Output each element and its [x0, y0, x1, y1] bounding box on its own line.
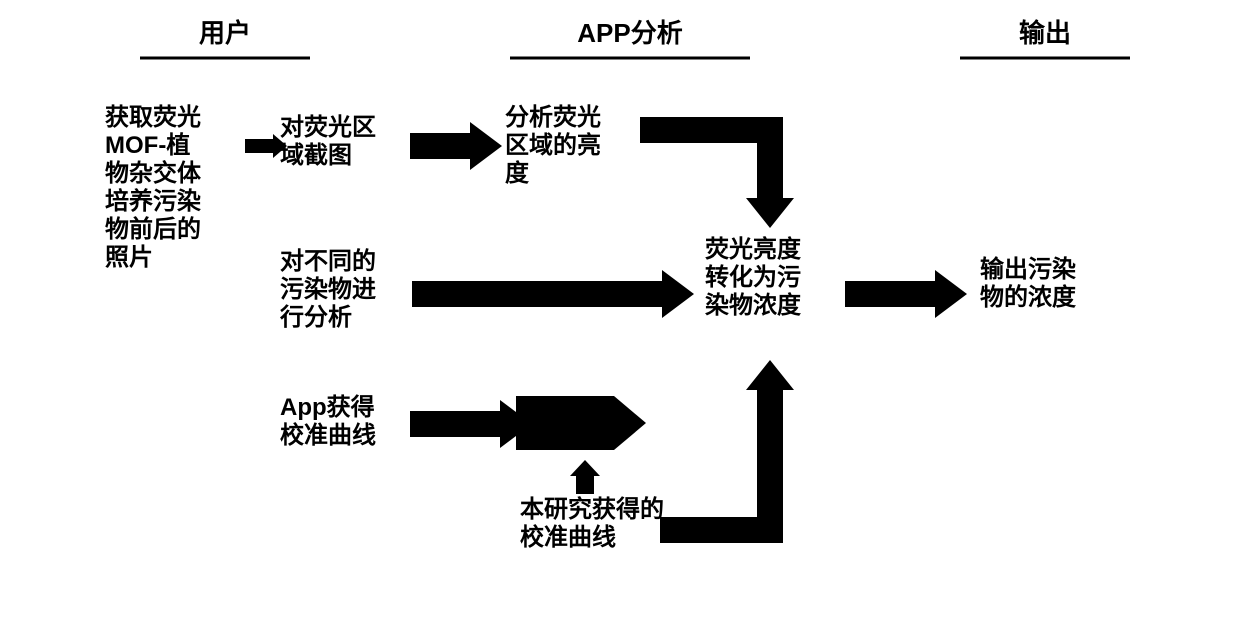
arrow-a7 [660, 360, 794, 543]
node-n3: 对不同的污染物进行分析 [279, 247, 376, 331]
header-app: APP分析 [577, 18, 682, 48]
arrow-a5 [412, 270, 694, 318]
node-n6-line-0: 荧光亮度 [705, 235, 802, 263]
arrow-a3 [845, 270, 967, 318]
node-n5-line-2: 度 [505, 159, 530, 187]
node-n4-line-0: App获得 [280, 393, 375, 421]
node-n5-line-1: 区域的亮 [505, 131, 601, 159]
node-n8-line-1: 校准曲线 [520, 523, 616, 551]
arrow-a4 [410, 400, 532, 448]
node-n7-line-1: 物的浓度 [980, 283, 1077, 311]
header-user: 用户 [199, 18, 251, 48]
node-n2-line-0: 对荧光区 [280, 114, 376, 141]
node-n6: 荧光亮度转化为污染物浓度 [705, 235, 802, 319]
node-n7-line-0: 输出污染 [980, 255, 1076, 283]
node-n1-line-4: 物前后的 [105, 215, 201, 243]
header-output: 输出 [1019, 18, 1071, 48]
node-n6-line-1: 转化为污 [705, 263, 801, 291]
node-n1-line-1: MOF-植 [105, 131, 190, 159]
node-n1-line-2: 物杂交体 [105, 159, 202, 187]
node-n2: 对荧光区域截图 [280, 114, 376, 169]
node-n1: 获取荧光MOF-植物杂交体培养污染物前后的照片 [105, 104, 202, 271]
node-n7: 输出污染物的浓度 [980, 255, 1077, 311]
node-n6-line-2: 染物浓度 [705, 291, 802, 319]
node-n3-line-2: 行分析 [279, 303, 352, 331]
node-n1-line-0: 获取荧光 [105, 104, 201, 131]
node-n3-line-0: 对不同的 [280, 247, 376, 275]
arrow-a8 [570, 460, 600, 494]
node-n5-line-0: 分析荧光 [505, 104, 601, 131]
node-n2-line-1: 域截图 [280, 141, 352, 169]
node-n4-line-1: 校准曲线 [280, 421, 376, 449]
node-n8-line-0: 本研究获得的 [520, 495, 664, 523]
arrow-a6 [640, 117, 794, 228]
node-n1-line-3: 培养污染 [105, 187, 201, 215]
arrow-a2 [410, 122, 502, 170]
node-n5: 分析荧光区域的亮度 [505, 104, 601, 187]
flowchart-canvas: 用户APP分析输出获取荧光MOF-植物杂交体培养污染物前后的照片对荧光区域截图对… [0, 0, 1239, 623]
node-n3-line-1: 污染物进 [280, 276, 376, 303]
node-n8: 本研究获得的校准曲线 [520, 495, 664, 551]
node-n1-line-5: 照片 [105, 244, 153, 271]
node-n4: App获得校准曲线 [280, 393, 376, 449]
pentagon-pent [516, 396, 646, 450]
